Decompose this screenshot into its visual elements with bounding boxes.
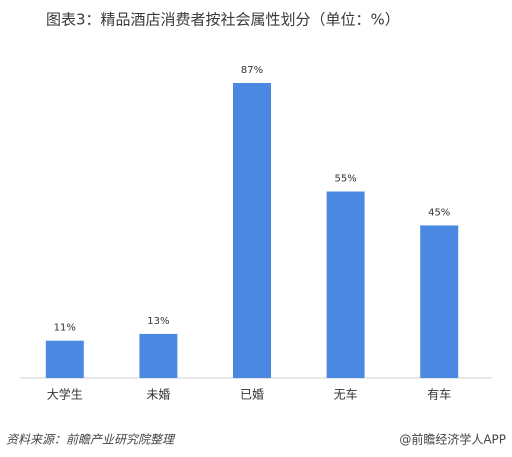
value-label: 11% — [54, 323, 76, 334]
brand-note: @前瞻经济学人APP — [399, 432, 506, 447]
value-label: 13% — [147, 316, 169, 327]
x-tick-label: 有车 — [427, 387, 451, 402]
bar — [233, 83, 271, 378]
x-tick-label: 已婚 — [240, 388, 264, 402]
bar — [420, 225, 459, 378]
value-label: 45% — [428, 207, 450, 218]
bar — [45, 340, 84, 378]
x-tick-label: 大学生 — [47, 387, 83, 402]
source-note: 资料来源：前瞻产业研究院整理 — [6, 433, 176, 447]
bar — [326, 191, 365, 378]
value-label: 55% — [334, 174, 356, 185]
value-label: 87% — [241, 65, 263, 76]
bar — [139, 333, 178, 378]
chart-title: 图表3：精品酒店消费者按社会属性划分（单位：%） — [46, 11, 400, 29]
x-tick-label: 未婚 — [146, 388, 170, 402]
x-tick-label: 无车 — [334, 387, 358, 402]
